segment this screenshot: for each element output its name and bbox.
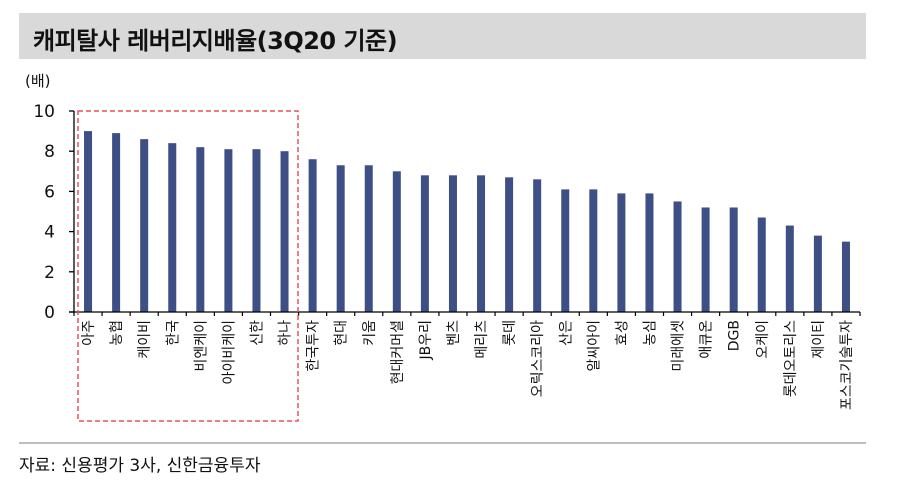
- y-tick-label: 0: [44, 303, 55, 323]
- x-tick-label: 케이비: [137, 320, 153, 359]
- bar: [813, 235, 822, 312]
- chart-title: 캐피탈사 레버리지배율(3Q20 기준): [33, 27, 398, 55]
- x-tick-label: 아이비케이: [221, 320, 237, 384]
- x-tick-label: 아주: [81, 320, 97, 346]
- bars-group: [84, 131, 850, 312]
- footer-divider: [19, 442, 866, 444]
- bar: [729, 207, 738, 312]
- bar: [280, 151, 289, 312]
- bar: [364, 165, 373, 312]
- bar: [757, 217, 766, 312]
- y-tick-label: 6: [44, 182, 55, 202]
- bar: [589, 189, 598, 312]
- bar: [533, 179, 542, 312]
- bar: [673, 201, 682, 312]
- bar: [252, 149, 261, 312]
- bar: [84, 131, 93, 312]
- bar: [617, 193, 626, 312]
- x-tick-label: 오릭스코리아: [530, 320, 546, 397]
- x-tick-label: 농협: [109, 320, 125, 346]
- bar: [168, 143, 177, 312]
- x-tick-label: 미래에셋: [671, 320, 687, 372]
- bar: [112, 133, 121, 312]
- y-axis-unit-label: (배): [25, 72, 51, 90]
- y-tick-label: 4: [44, 223, 55, 243]
- bar-chart: 0 2 4 6 8 10 아주 농협 케이비 한국 비엔케이 아이비케이 신한 하나 한국투자 현대 키움 현대…: [33, 102, 861, 422]
- bar: [701, 207, 710, 312]
- x-tick-label: 현대: [334, 320, 350, 346]
- bar: [140, 139, 149, 312]
- x-tick-label: 롯데오토리스: [783, 320, 799, 397]
- x-tick-label: 한국투자: [306, 320, 322, 372]
- x-tick-label: 포스코기술투자: [839, 320, 855, 410]
- highlight-box: [77, 110, 299, 422]
- bar: [645, 193, 654, 312]
- y-tick-label: 10: [33, 102, 55, 122]
- y-tick-label: 8: [44, 142, 55, 162]
- x-tick-label: 롯데: [502, 320, 518, 346]
- x-tick-label: 하나: [278, 320, 294, 346]
- x-tick-label: 키움: [362, 320, 378, 346]
- x-tick-label: JB우리: [418, 320, 434, 361]
- bar: [561, 189, 570, 312]
- x-tick-label: 애큐온: [699, 320, 715, 359]
- bar: [477, 175, 486, 312]
- x-tick-label: 비엔케이: [193, 320, 209, 372]
- x-tick-label: DGB: [727, 320, 743, 351]
- bar: [785, 225, 794, 312]
- x-tick-label: 신한: [249, 320, 265, 346]
- x-axis: [69, 311, 861, 316]
- bar: [308, 159, 317, 312]
- x-tick-label: 벤츠: [446, 320, 462, 346]
- x-tick-label: 알씨아이: [586, 320, 602, 372]
- x-tick-label: 농심: [642, 320, 658, 346]
- y-tick-label: 2: [44, 263, 55, 283]
- title-banner: 캐피탈사 레버리지배율(3Q20 기준): [19, 13, 866, 59]
- x-tick-label: 오케이: [755, 320, 771, 359]
- y-axis: 0 2 4 6 8 10: [33, 102, 75, 323]
- x-tick-label: 메리츠: [474, 320, 490, 359]
- x-tick-label: 효성: [614, 320, 630, 346]
- source-note: 자료: 신용평가 3사, 신한금융투자: [19, 456, 261, 476]
- x-axis-labels: 아주 농협 케이비 한국 비엔케이 아이비케이 신한 하나 한국투자 현대 키움 현대커머셜 JB우리 벤…: [81, 320, 855, 410]
- x-tick-label: 한국: [165, 320, 181, 346]
- bar: [336, 165, 345, 312]
- x-tick-label: 산은: [558, 320, 574, 346]
- bar: [392, 171, 401, 312]
- x-tick-label: 제이티: [811, 320, 827, 359]
- x-tick-label: 현대커머셜: [390, 320, 406, 384]
- bar: [505, 177, 514, 312]
- bar: [224, 149, 233, 312]
- bar: [841, 241, 850, 312]
- bar: [196, 147, 205, 312]
- bar: [420, 175, 429, 312]
- bar: [448, 175, 457, 312]
